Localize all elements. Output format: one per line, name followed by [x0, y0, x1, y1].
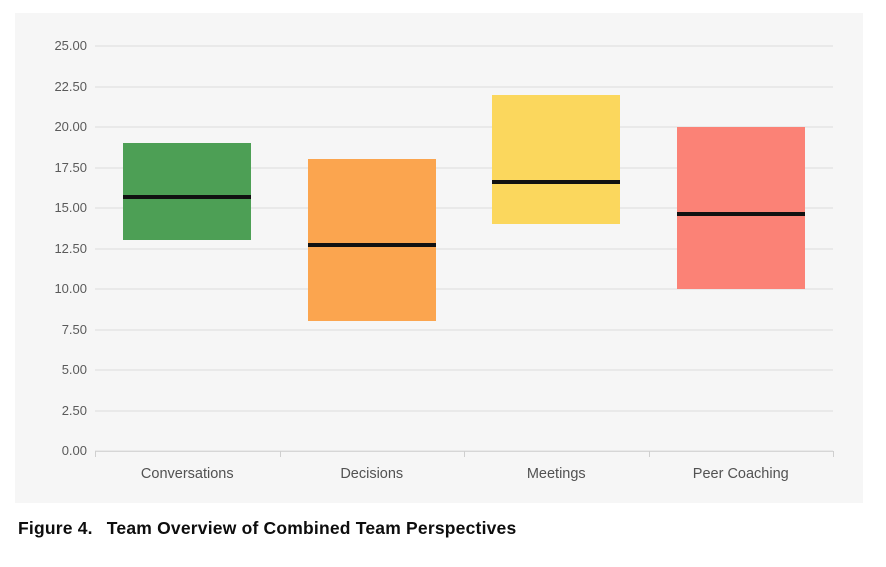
mean-line: [676, 212, 805, 217]
y-gridline: [95, 166, 833, 169]
y-gridline: [95, 126, 833, 128]
y-tick-label: 12.50: [54, 240, 87, 256]
x-category-label: Peer Coaching: [692, 466, 789, 482]
x-axis-tick: [95, 451, 96, 457]
y-tick-label: 15.00: [54, 200, 87, 215]
chart-panel: 0.00 2.50 5.00 7.50 10.00 12.50 15.00 17.50 20.0…: [15, 13, 863, 503]
y-gridline: [95, 288, 833, 290]
y-gridline: [95, 85, 833, 88]
y-tick-label: 5.00: [61, 362, 87, 377]
y-tick-label: 10.00: [54, 281, 87, 296]
x-axis-tick: [464, 451, 465, 457]
range-bar: [492, 94, 621, 225]
mean-line: [492, 180, 621, 185]
x-category-label: Meetings: [526, 466, 586, 482]
range-bar: [123, 143, 252, 241]
x-category-label: Conversations: [140, 466, 234, 482]
x-axis-tick: [833, 451, 834, 457]
figure-caption-title: Team Overview of Combined Team Perspecti…: [106, 518, 517, 538]
range-bar: [676, 127, 805, 289]
figure-caption-label: Figure 4.: [18, 518, 93, 538]
x-axis-tick: [279, 451, 281, 457]
y-tick-label: 25.00: [54, 38, 87, 53]
y-tick-label: 22.50: [54, 78, 87, 94]
mean-line: [307, 243, 436, 248]
plot-area: 0.00 2.50 5.00 7.50 10.00 12.50 15.00 17.50 20.0…: [15, 13, 863, 503]
range-bar: [307, 159, 436, 322]
y-gridline: [95, 409, 833, 412]
y-gridline: [95, 369, 833, 371]
x-axis-tick: [648, 451, 650, 457]
y-gridline: [95, 328, 833, 331]
x-category-label: Decisions: [340, 466, 404, 482]
y-gridline: [95, 207, 833, 209]
y-tick-label: 7.50: [61, 321, 87, 337]
y-tick-label: 2.50: [61, 402, 87, 418]
y-tick-label: 20.00: [54, 119, 87, 134]
y-tick-label: 17.50: [54, 159, 87, 175]
mean-line: [123, 194, 252, 199]
y-tick-label: 0.00: [61, 443, 87, 458]
y-gridline: [95, 45, 833, 47]
y-gridline: [95, 247, 833, 250]
figure-caption: Figure 4. Team Overview of Combined Team…: [18, 518, 516, 539]
